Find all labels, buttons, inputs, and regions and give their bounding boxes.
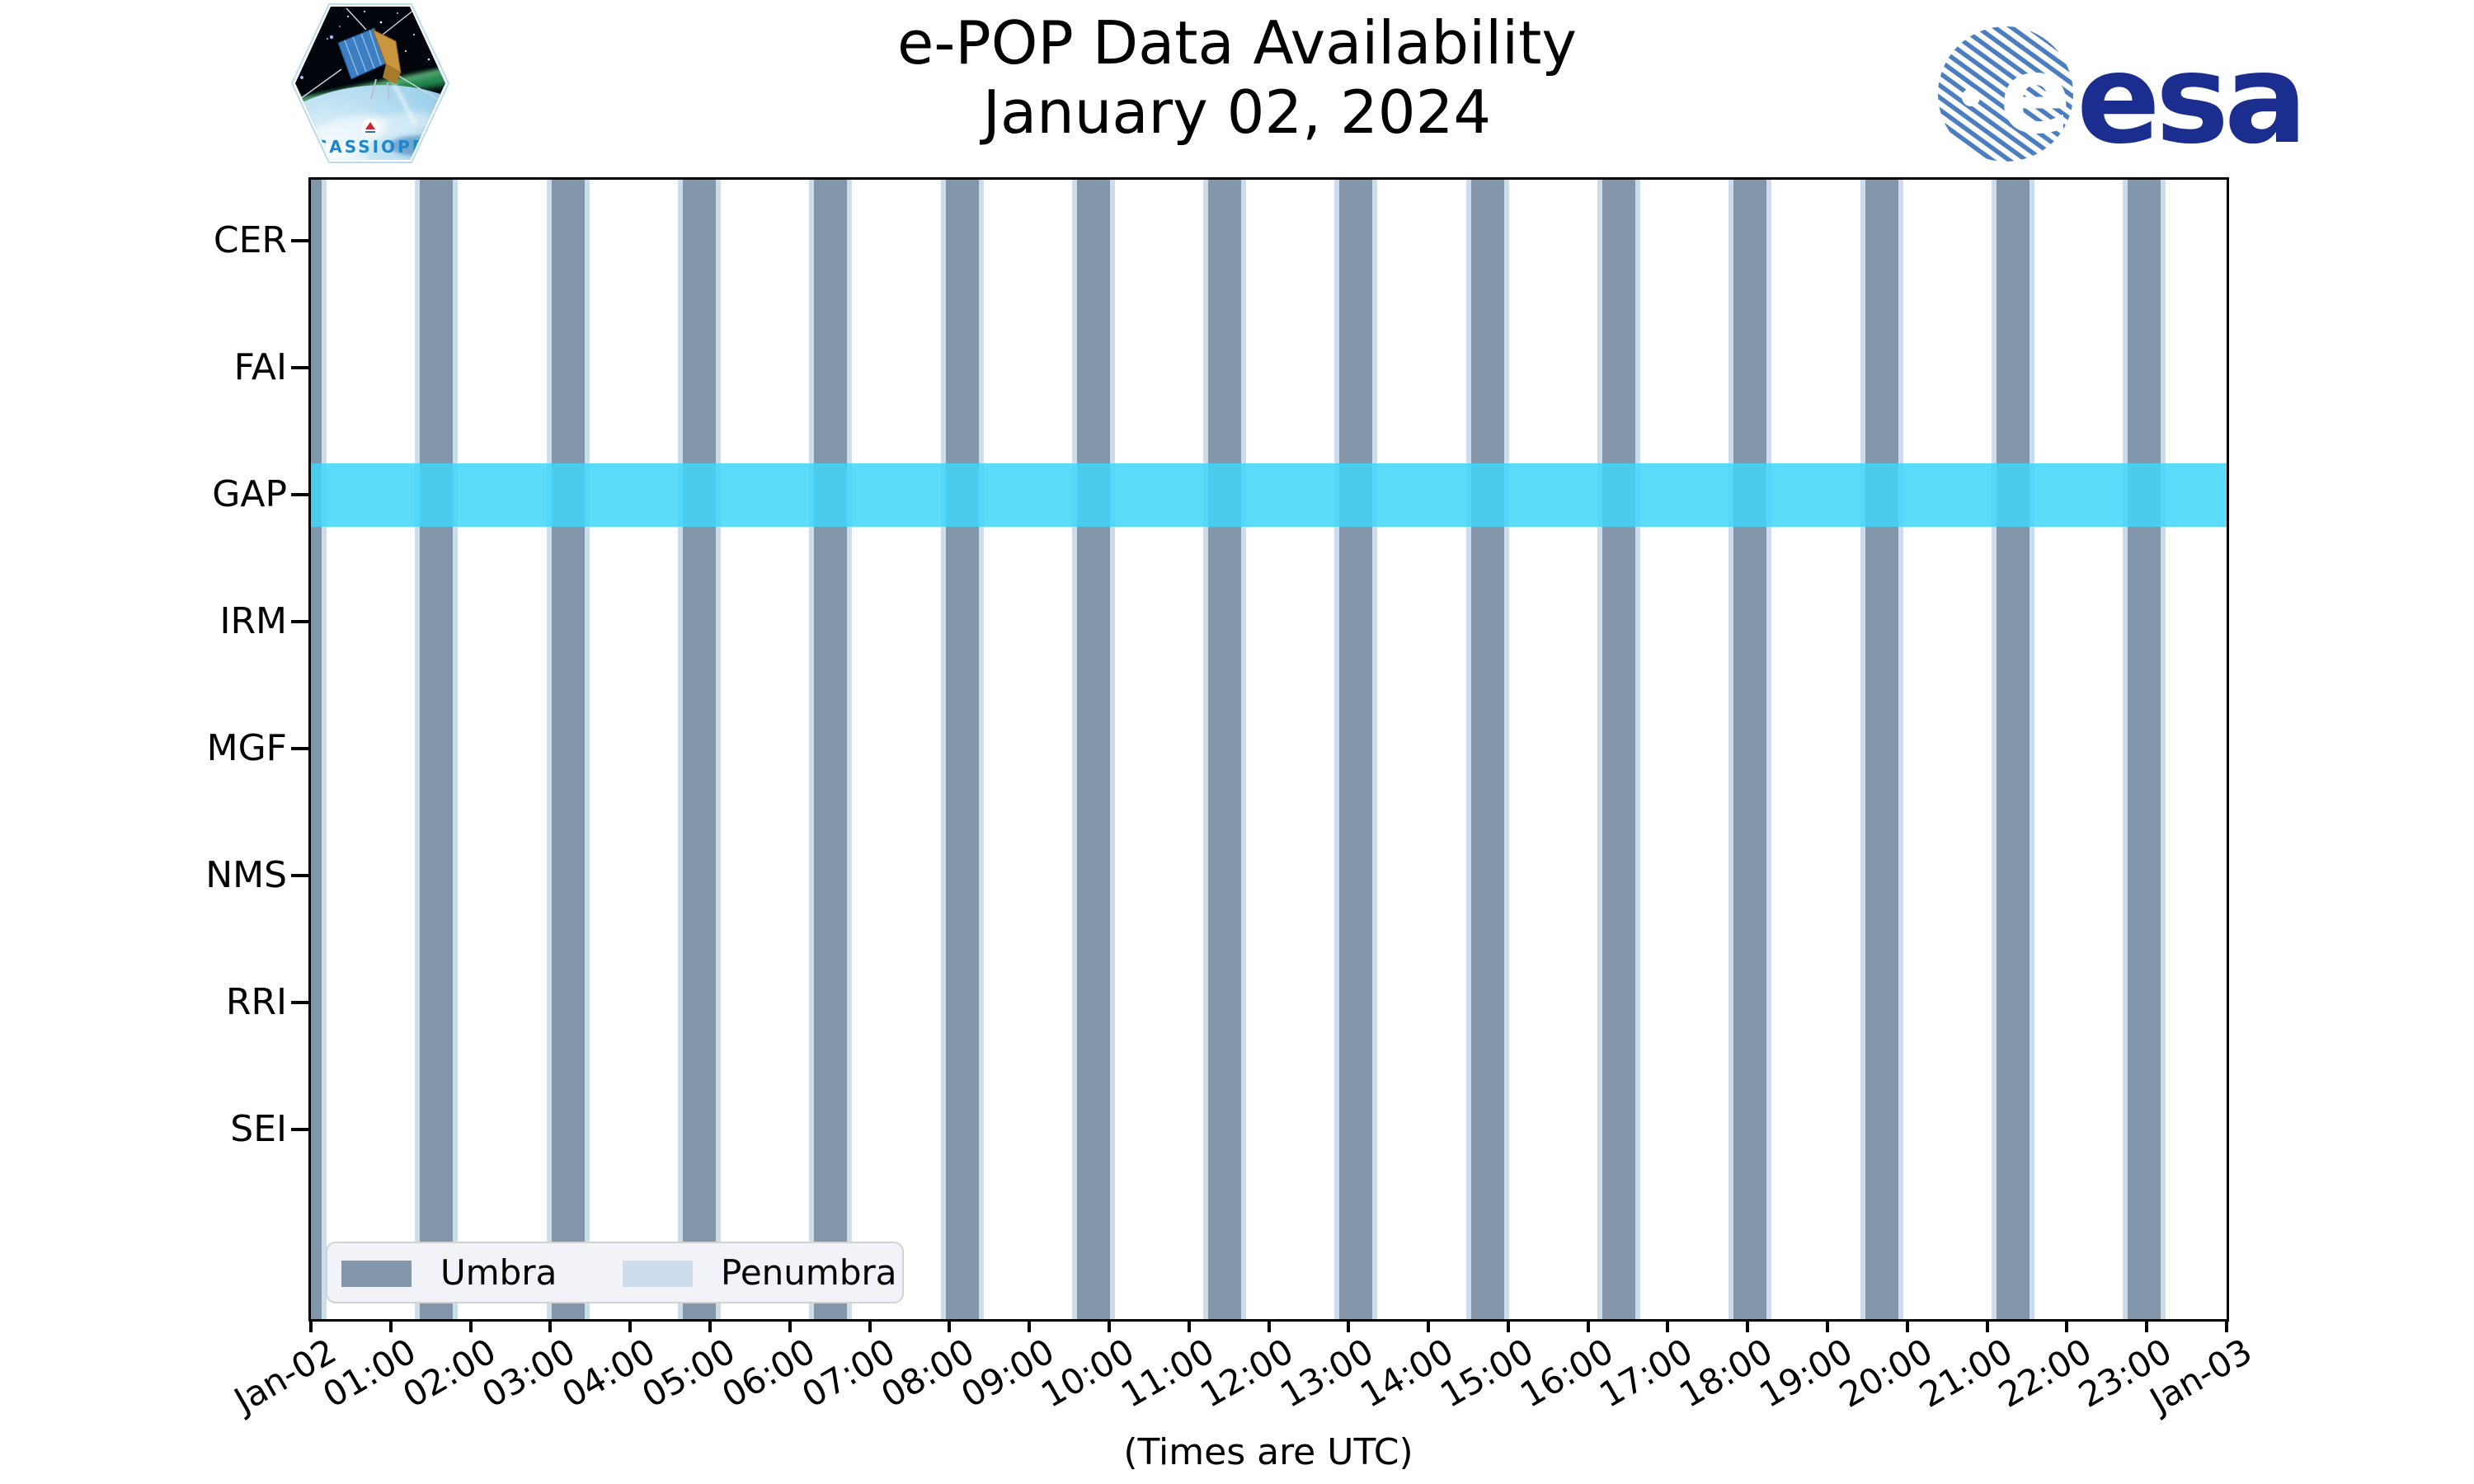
umbra-bar bbox=[945, 180, 979, 1319]
umbra-bar bbox=[1602, 180, 1636, 1319]
x-axis-caption: (Times are UTC) bbox=[1123, 1431, 1413, 1473]
x-tick-label: 01:00 bbox=[315, 1331, 423, 1416]
y-tick-label: RRI bbox=[225, 981, 287, 1023]
y-tick bbox=[291, 1001, 311, 1004]
chart-title-line2: January 02, 2024 bbox=[982, 77, 1492, 147]
availability-band-gap bbox=[311, 463, 2227, 527]
legend-penumbra-swatch bbox=[623, 1261, 693, 1287]
legend-penumbra-label: Penumbra bbox=[721, 1252, 897, 1293]
esa-wordmark: esa bbox=[2077, 28, 2302, 171]
x-tick-label: 19:00 bbox=[1752, 1331, 1860, 1416]
umbra-bar bbox=[1996, 180, 2030, 1319]
plot-area bbox=[308, 177, 2229, 1322]
umbra-bar bbox=[2128, 180, 2161, 1319]
y-tick-label: MGF bbox=[206, 727, 287, 769]
y-tick bbox=[291, 747, 311, 750]
patch-satellite bbox=[299, 7, 438, 126]
x-tick bbox=[309, 1320, 313, 1332]
x-tick bbox=[1666, 1320, 1670, 1332]
umbra-bar bbox=[683, 180, 717, 1319]
umbra-bar bbox=[419, 180, 453, 1319]
x-tick bbox=[2145, 1320, 2149, 1332]
y-tick bbox=[291, 874, 311, 877]
y-tick bbox=[291, 239, 311, 242]
y-tick-label: NMS bbox=[205, 854, 287, 896]
legend-umbra-swatch bbox=[341, 1261, 412, 1287]
y-tick bbox=[291, 620, 311, 623]
x-tick bbox=[1905, 1320, 1909, 1332]
x-tick bbox=[788, 1320, 792, 1332]
x-tick bbox=[2225, 1320, 2228, 1332]
umbra-bar bbox=[1733, 180, 1767, 1319]
esa-logo: e esa bbox=[1938, 26, 2307, 171]
x-tick bbox=[1985, 1320, 1989, 1332]
x-tick bbox=[1107, 1320, 1111, 1332]
x-tick bbox=[468, 1320, 473, 1332]
x-tick bbox=[1586, 1320, 1590, 1332]
patch-stars bbox=[300, 11, 430, 79]
legend: Umbra Penumbra bbox=[326, 1242, 904, 1303]
x-tick bbox=[628, 1320, 633, 1332]
patch-csa-logo bbox=[362, 119, 379, 135]
cassiope-mission-patch-icon: CASSIOPE bbox=[290, 3, 450, 163]
y-tick-label: GAP bbox=[212, 473, 287, 515]
x-tick bbox=[1746, 1320, 1750, 1332]
x-tick bbox=[1347, 1320, 1351, 1332]
y-tick bbox=[291, 493, 311, 496]
x-tick-label: 15:00 bbox=[1433, 1331, 1540, 1416]
y-tick-label: IRM bbox=[219, 600, 287, 642]
umbra-bar bbox=[1470, 180, 1504, 1319]
x-tick bbox=[1826, 1320, 1830, 1332]
x-tick bbox=[1028, 1320, 1032, 1332]
esa-globe-icon: e bbox=[1938, 26, 2073, 162]
x-tick bbox=[2065, 1320, 2069, 1332]
umbra-bar bbox=[1208, 180, 1242, 1319]
x-tick bbox=[708, 1320, 712, 1332]
y-tick bbox=[291, 1128, 311, 1131]
x-tick bbox=[1187, 1320, 1191, 1332]
x-tick-label: 10:00 bbox=[1034, 1331, 1141, 1416]
x-tick-label: 05:00 bbox=[635, 1331, 742, 1416]
x-tick bbox=[548, 1320, 553, 1332]
umbra-bar bbox=[1865, 180, 1898, 1319]
x-tick bbox=[948, 1320, 952, 1332]
x-tick bbox=[1427, 1320, 1431, 1332]
x-tick-label: 06:00 bbox=[714, 1331, 822, 1416]
patch-cassiope-wordmark: CASSIOPE bbox=[315, 137, 426, 157]
y-tick-label: FAI bbox=[233, 346, 287, 388]
x-tick bbox=[868, 1320, 872, 1332]
chart-title: e-POP Data Availability January 02, 2024 bbox=[0, 8, 2474, 147]
svg-text:e: e bbox=[2000, 35, 2072, 157]
chart-title-line1: e-POP Data Availability bbox=[897, 8, 1577, 77]
x-tick bbox=[388, 1320, 393, 1332]
umbra-bar bbox=[1339, 180, 1372, 1319]
x-tick bbox=[1267, 1320, 1271, 1332]
y-tick-label: CER bbox=[213, 219, 287, 261]
y-tick bbox=[291, 366, 311, 369]
x-tick-label: 20:00 bbox=[1832, 1331, 1940, 1416]
umbra-bar bbox=[1076, 180, 1110, 1319]
y-tick-label: SEI bbox=[230, 1108, 287, 1150]
x-tick bbox=[1506, 1320, 1510, 1332]
umbra-bar bbox=[551, 180, 585, 1319]
legend-umbra-label: Umbra bbox=[440, 1252, 557, 1293]
umbra-bar bbox=[814, 180, 848, 1319]
